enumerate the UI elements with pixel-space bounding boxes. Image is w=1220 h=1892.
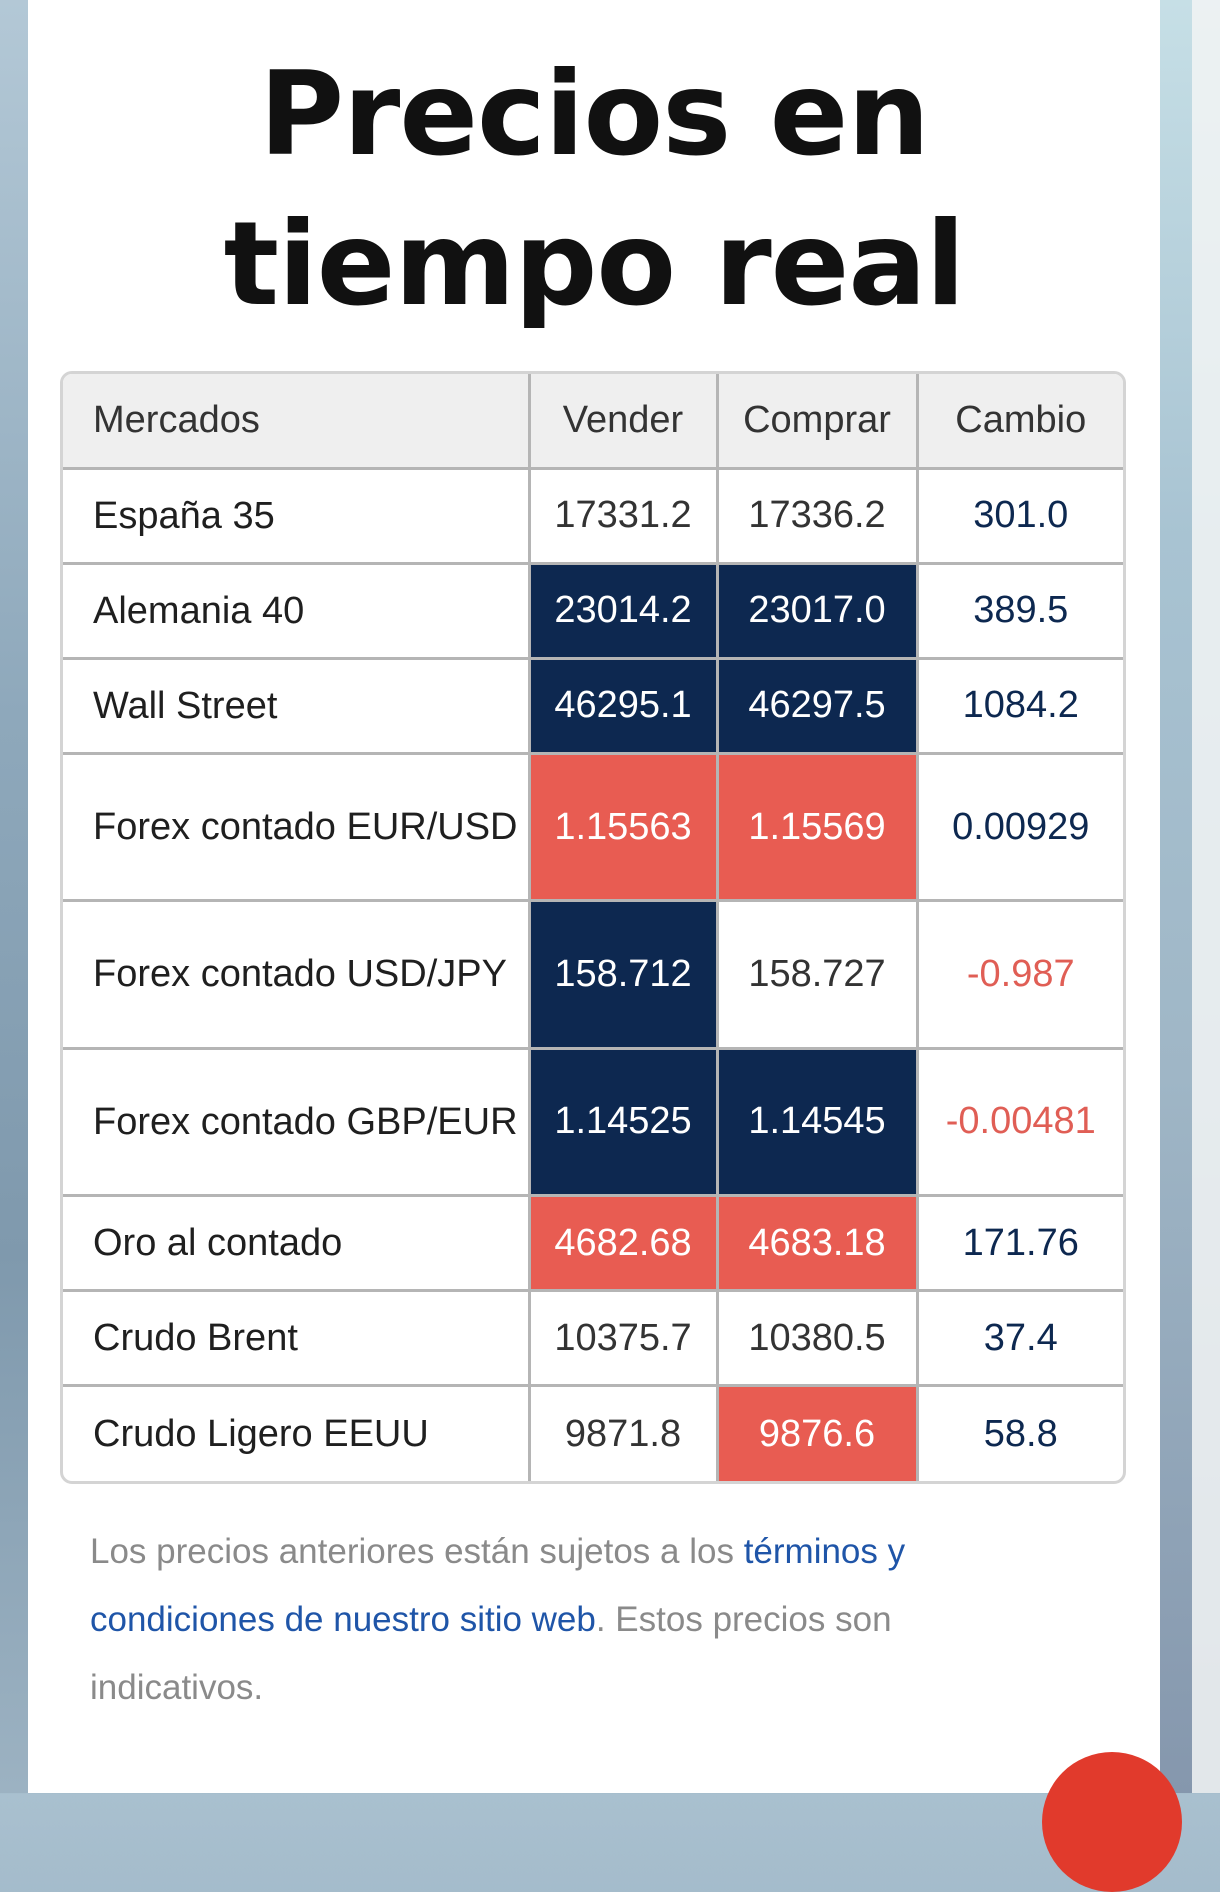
change-value: -0.987 — [915, 899, 1123, 1050]
header-change: Cambio — [915, 374, 1123, 470]
disclaimer-text: Los precios anteriores están sujetos a l… — [90, 1518, 1030, 1722]
buy-price[interactable]: 10380.5 — [715, 1289, 919, 1388]
market-name: España 35 — [63, 466, 531, 565]
buy-price[interactable]: 4683.18 — [715, 1193, 919, 1293]
disclaimer-after: . Estos precios son indicativos. — [90, 1600, 892, 1707]
buy-price[interactable]: 23017.0 — [715, 561, 919, 660]
buy-price[interactable]: 46297.5 — [715, 656, 919, 756]
prices-card: Precios en tiempo real Mercados Vender C… — [28, 0, 1182, 1892]
change-value: 0.00929 — [915, 752, 1123, 903]
table-row[interactable]: Crudo Ligero EEUU 9871.8 9876.6 58.8 — [63, 1384, 1123, 1481]
prices-table: Mercados Vender Comprar Cambio España 35… — [63, 374, 1123, 1481]
market-name: Forex contado EUR/USD — [63, 752, 531, 903]
change-value: 301.0 — [915, 466, 1123, 565]
floating-action-button[interactable] — [1042, 1752, 1182, 1892]
market-name: Crudo Ligero EEUU — [63, 1384, 531, 1481]
buy-price[interactable]: 1.15569 — [715, 752, 919, 903]
sell-price[interactable]: 1.14525 — [527, 1046, 719, 1197]
table-row[interactable]: Alemania 40 23014.2 23017.0 389.5 — [63, 561, 1123, 660]
table-header-row: Mercados Vender Comprar Cambio — [63, 374, 1123, 470]
terms-link[interactable]: términos y condiciones de nuestro sitio … — [90, 1532, 906, 1639]
change-value: 171.76 — [915, 1193, 1123, 1293]
buy-price[interactable]: 17336.2 — [715, 466, 919, 565]
sell-price[interactable]: 23014.2 — [527, 561, 719, 660]
market-name: Oro al contado — [63, 1193, 531, 1293]
buy-price[interactable]: 158.727 — [715, 899, 919, 1050]
background-left — [0, 0, 28, 1793]
buy-price[interactable]: 9876.6 — [715, 1384, 919, 1481]
sell-price[interactable]: 10375.7 — [527, 1289, 719, 1388]
market-name: Forex contado USD/JPY — [63, 899, 531, 1050]
table-row[interactable]: Wall Street 46295.1 46297.5 1084.2 — [63, 656, 1123, 756]
change-value: 58.8 — [915, 1384, 1123, 1481]
disclaimer-before: Los precios anteriores están sujetos a l… — [90, 1532, 744, 1571]
prices-table-wrapper: Mercados Vender Comprar Cambio España 35… — [60, 371, 1126, 1484]
change-value: 389.5 — [915, 561, 1123, 660]
table-row[interactable]: Crudo Brent 10375.7 10380.5 37.4 — [63, 1289, 1123, 1388]
buy-price[interactable]: 1.14545 — [715, 1046, 919, 1197]
sell-price[interactable]: 4682.68 — [527, 1193, 719, 1293]
market-name: Wall Street — [63, 656, 531, 756]
header-sell: Vender — [527, 374, 719, 470]
change-value: -0.00481 — [915, 1046, 1123, 1197]
market-name: Forex contado GBP/EUR — [63, 1046, 531, 1197]
change-value: 37.4 — [915, 1289, 1123, 1388]
table-row[interactable]: Forex contado USD/JPY 158.712 158.727 -0… — [63, 899, 1123, 1050]
table-row[interactable]: Oro al contado 4682.68 4683.18 171.76 — [63, 1193, 1123, 1293]
header-buy: Comprar — [715, 374, 919, 470]
background-right-strip — [1192, 0, 1220, 1793]
sell-price[interactable]: 1.15563 — [527, 752, 719, 903]
market-name: Crudo Brent — [63, 1289, 531, 1388]
table-row[interactable]: Forex contado GBP/EUR 1.14525 1.14545 -0… — [63, 1046, 1123, 1197]
sell-price[interactable]: 17331.2 — [527, 466, 719, 565]
header-markets: Mercados — [63, 374, 531, 470]
market-name: Alemania 40 — [63, 561, 531, 660]
page-title: Precios en tiempo real — [223, 47, 966, 332]
sell-price[interactable]: 158.712 — [527, 899, 719, 1050]
change-value: 1084.2 — [915, 656, 1123, 756]
sell-price[interactable]: 46295.1 — [527, 656, 719, 756]
sell-price[interactable]: 9871.8 — [527, 1384, 719, 1481]
table-row[interactable]: Forex contado EUR/USD 1.15563 1.15569 0.… — [63, 752, 1123, 903]
table-row[interactable]: España 35 17331.2 17336.2 301.0 — [63, 466, 1123, 565]
